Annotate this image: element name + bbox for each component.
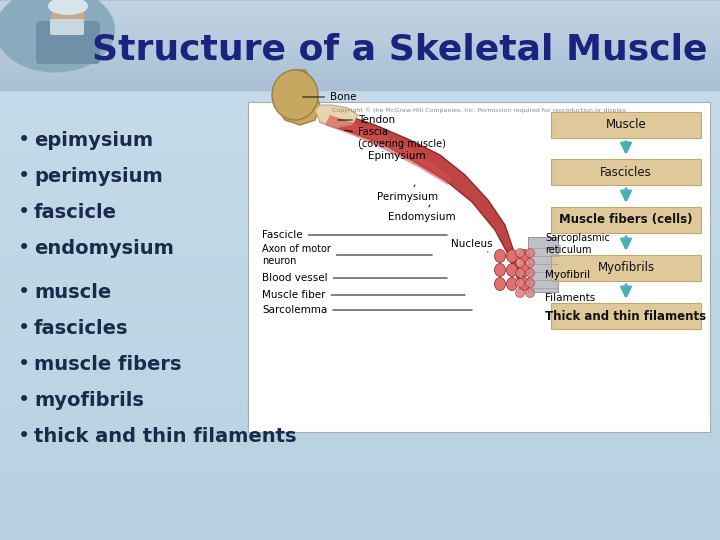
Ellipse shape	[0, 0, 115, 72]
Ellipse shape	[495, 278, 505, 291]
Polygon shape	[282, 70, 315, 100]
Ellipse shape	[516, 288, 524, 298]
Ellipse shape	[495, 264, 505, 276]
Text: •: •	[18, 318, 30, 338]
Ellipse shape	[526, 279, 534, 287]
Text: •: •	[18, 166, 30, 186]
Ellipse shape	[518, 278, 529, 291]
Ellipse shape	[51, 0, 85, 40]
FancyBboxPatch shape	[551, 112, 701, 138]
Polygon shape	[275, 85, 320, 125]
FancyBboxPatch shape	[50, 19, 84, 35]
Text: Thick and thin filaments: Thick and thin filaments	[546, 309, 706, 322]
Text: perimysium: perimysium	[34, 166, 163, 186]
Ellipse shape	[48, 0, 88, 15]
FancyBboxPatch shape	[36, 21, 100, 64]
Ellipse shape	[516, 248, 524, 258]
Text: Structure of a Skeletal Muscle: Structure of a Skeletal Muscle	[92, 33, 708, 67]
Polygon shape	[320, 110, 520, 288]
Ellipse shape	[516, 268, 524, 278]
Text: Bone: Bone	[303, 92, 356, 102]
Text: Myofibril: Myofibril	[545, 270, 590, 280]
Text: epimysium: epimysium	[34, 131, 153, 150]
Text: Nucleus: Nucleus	[451, 239, 492, 252]
Text: •: •	[18, 282, 30, 302]
Text: Axon of motor
neuron: Axon of motor neuron	[262, 244, 432, 266]
Ellipse shape	[506, 278, 518, 291]
Text: myofibrils: myofibrils	[34, 390, 144, 409]
Text: Sarcoplasmic
reticulum: Sarcoplasmic reticulum	[545, 233, 610, 255]
Text: •: •	[18, 426, 30, 446]
Polygon shape	[325, 115, 452, 185]
Text: Perimysium: Perimysium	[377, 185, 438, 202]
Text: Muscle: Muscle	[606, 118, 647, 132]
Text: endomysium: endomysium	[34, 239, 174, 258]
Text: Endomysium: Endomysium	[388, 205, 456, 222]
Text: •: •	[18, 390, 30, 410]
Text: fascicle: fascicle	[34, 202, 117, 221]
Ellipse shape	[518, 264, 529, 276]
Text: Blood vessel: Blood vessel	[262, 273, 447, 283]
Text: •: •	[18, 202, 30, 222]
FancyBboxPatch shape	[551, 207, 701, 233]
Polygon shape	[315, 105, 358, 128]
Ellipse shape	[516, 279, 524, 287]
Text: Fascia
(covering muscle): Fascia (covering muscle)	[345, 127, 446, 149]
Text: Copyright © the McGraw-Hill Companies, Inc. Permission required for reproduction: Copyright © the McGraw-Hill Companies, I…	[332, 107, 626, 113]
Text: Fascicle: Fascicle	[262, 230, 447, 240]
Text: Filaments: Filaments	[545, 293, 595, 303]
Text: Myofibrils: Myofibrils	[598, 261, 654, 274]
Ellipse shape	[506, 264, 518, 276]
Text: Epimysium: Epimysium	[361, 148, 426, 161]
Text: •: •	[18, 354, 30, 374]
Text: •: •	[18, 238, 30, 258]
Text: fascicles: fascicles	[34, 319, 128, 338]
Ellipse shape	[495, 249, 505, 262]
Ellipse shape	[526, 259, 534, 267]
Text: Muscle fiber: Muscle fiber	[262, 290, 465, 300]
Ellipse shape	[272, 70, 318, 120]
Ellipse shape	[518, 249, 529, 262]
FancyBboxPatch shape	[551, 255, 701, 281]
Text: Sarcolemma: Sarcolemma	[262, 305, 472, 315]
Ellipse shape	[526, 268, 534, 278]
Text: muscle: muscle	[34, 282, 112, 301]
Text: thick and thin filaments: thick and thin filaments	[34, 427, 297, 446]
Text: muscle fibers: muscle fibers	[34, 354, 181, 374]
Ellipse shape	[516, 259, 524, 267]
FancyBboxPatch shape	[551, 159, 701, 185]
FancyBboxPatch shape	[248, 102, 710, 432]
Ellipse shape	[526, 248, 534, 258]
Text: Fascicles: Fascicles	[600, 165, 652, 179]
Ellipse shape	[506, 249, 518, 262]
Text: •: •	[18, 130, 30, 150]
Text: Muscle fibers (cells): Muscle fibers (cells)	[559, 213, 693, 226]
FancyBboxPatch shape	[0, 0, 720, 90]
FancyBboxPatch shape	[528, 237, 558, 292]
Text: Tendon: Tendon	[338, 115, 395, 125]
FancyBboxPatch shape	[551, 303, 701, 329]
Ellipse shape	[526, 288, 534, 298]
